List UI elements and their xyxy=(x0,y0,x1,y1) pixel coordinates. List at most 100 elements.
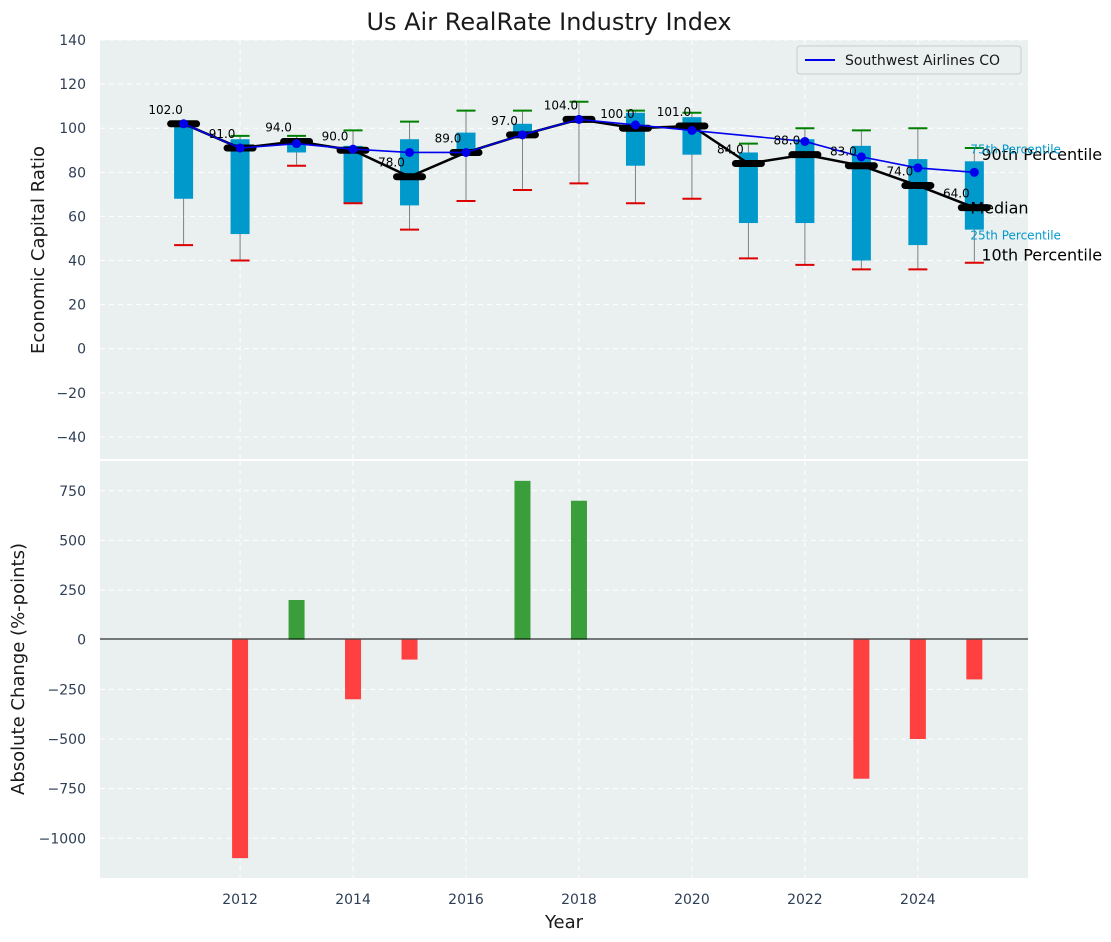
box xyxy=(908,159,928,246)
southwest-point xyxy=(687,125,697,135)
southwest-point xyxy=(856,152,866,162)
southwest-point xyxy=(630,120,640,130)
legend-label: Southwest Airlines CO xyxy=(845,53,1000,69)
x-tick-label: 2022 xyxy=(787,892,823,908)
median-value-label: 84.0 xyxy=(717,142,744,156)
legend-box xyxy=(796,45,1022,75)
bottom-y-ticks: −1000 −750 −500 −250 0 250 500 750 xyxy=(39,484,86,848)
southwest-point xyxy=(517,130,527,140)
change-bar xyxy=(909,639,926,739)
bottom-y-tick-label: −750 xyxy=(48,782,86,798)
southwest-point xyxy=(574,114,584,124)
median-label: Median xyxy=(970,199,1028,218)
median-value-label: 101.0 xyxy=(657,105,691,119)
top-y-tick-label: 40 xyxy=(68,254,86,270)
top-plot-background xyxy=(100,40,1028,459)
box xyxy=(456,132,476,153)
change-bar xyxy=(514,480,531,640)
southwest-point xyxy=(800,136,810,146)
top-y-tick-label: 80 xyxy=(68,165,86,181)
chart-title: Us Air RealRate Industry Index xyxy=(366,8,731,36)
southwest-point xyxy=(405,147,415,157)
box xyxy=(230,139,250,235)
box xyxy=(738,152,758,224)
top-y-tick-label: 60 xyxy=(68,209,86,225)
southwest-point xyxy=(969,167,979,177)
change-bar xyxy=(966,639,983,680)
median-value-label: 90.0 xyxy=(322,129,349,143)
box xyxy=(851,145,871,261)
bottom-y-tick-label: 750 xyxy=(59,484,86,500)
x-tick-label: 2014 xyxy=(335,892,371,908)
box xyxy=(400,139,420,206)
bottom-y-tick-label: 0 xyxy=(77,633,86,649)
x-axis-label: Year xyxy=(544,912,584,933)
box xyxy=(174,123,194,199)
x-tick-label: 2024 xyxy=(900,892,936,908)
top-y-tick-label: 100 xyxy=(59,121,86,137)
top-y-tick-label: 140 xyxy=(59,33,86,49)
median-value-label: 100.0 xyxy=(600,107,634,121)
top-grid xyxy=(100,39,1028,438)
top-y-tick-label: 20 xyxy=(68,298,86,314)
box xyxy=(964,161,984,230)
southwest-point xyxy=(292,139,302,149)
southwest-point xyxy=(235,143,245,153)
bottom-y-tick-label: −250 xyxy=(48,682,86,698)
bottom-grid xyxy=(100,461,1028,878)
x-tick-label: 2020 xyxy=(674,892,710,908)
southwest-point xyxy=(913,163,923,173)
bottom-panel: −1000 −750 −500 −250 0 250 500 750 2012 2014 2016… xyxy=(8,461,1028,933)
southwest-point xyxy=(461,147,471,157)
top-y-tick-label: −40 xyxy=(56,430,86,446)
box xyxy=(795,139,815,224)
box xyxy=(512,123,532,135)
median-value-label: 89.0 xyxy=(435,131,462,145)
p75-label: 75th Percentile xyxy=(970,142,1061,156)
bottom-y-tick-label: 500 xyxy=(59,533,86,549)
median-value-label: 97.0 xyxy=(491,114,518,128)
southwest-series-line xyxy=(183,118,975,174)
median-value-label: 78.0 xyxy=(378,156,405,170)
x-tick-label: 2016 xyxy=(448,892,484,908)
southwest-line xyxy=(179,114,979,177)
median-labels: 102.0 91.0 94.0 90.0 78.0 89.0 97.0 104.0 100.0 1… xyxy=(148,98,969,200)
x-ticks: 2012 2014 2016 2018 2020 2022 2024 xyxy=(222,892,936,908)
p10-label: 10th Percentile xyxy=(981,246,1102,265)
panel-divider xyxy=(100,459,1028,461)
change-bars xyxy=(232,480,983,859)
x-tick-label: 2012 xyxy=(222,892,258,908)
p90-label: 90th Percentile xyxy=(981,145,1102,164)
southwest-point xyxy=(179,119,189,129)
top-y-tick-label: 120 xyxy=(59,77,86,93)
p25-label: 25th Percentile xyxy=(970,229,1061,243)
top-y-tick-label: −20 xyxy=(56,386,86,402)
median-value-label: 94.0 xyxy=(265,120,292,134)
median-value-label: 102.0 xyxy=(148,103,182,117)
x-tick-label: 2018 xyxy=(561,892,597,908)
median-value-label: 74.0 xyxy=(887,165,914,179)
change-bar xyxy=(401,639,418,660)
change-bar xyxy=(345,639,362,700)
median-value-label: 88.0 xyxy=(774,134,801,148)
top-y-ticks: −40 −20 0 20 40 60 80 100 120 140 xyxy=(56,33,86,446)
bottom-y-tick-label: 250 xyxy=(59,583,86,599)
change-bar xyxy=(853,639,870,779)
top-y-axis-label: Economic Capital Ratio xyxy=(28,146,49,354)
change-bar xyxy=(570,500,587,640)
bottom-y-tick-label: −500 xyxy=(48,732,86,748)
median-value-label: 64.0 xyxy=(943,187,970,201)
change-bar xyxy=(232,639,249,859)
median-value-label: 83.0 xyxy=(830,145,857,159)
top-panel: −40 −20 0 20 40 60 80 100 120 140 102.0 91.0 94.0 90… xyxy=(28,33,1102,459)
box xyxy=(343,145,363,204)
bottom-plot-background xyxy=(100,461,1028,878)
median-value-label: 91.0 xyxy=(209,127,236,141)
legend: Southwest Airlines CO xyxy=(796,45,1022,75)
box-plots xyxy=(174,100,984,271)
median-value-label: 104.0 xyxy=(544,98,578,112)
top-y-tick-label: 0 xyxy=(77,342,86,358)
change-bar xyxy=(288,600,305,640)
